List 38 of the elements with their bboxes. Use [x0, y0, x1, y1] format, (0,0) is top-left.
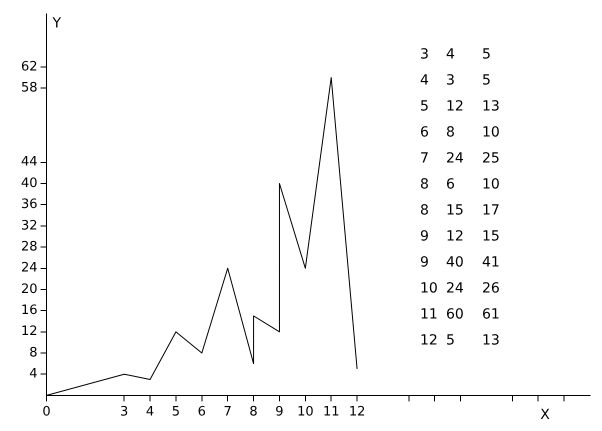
y-tick-label: 12 — [20, 324, 38, 340]
text: 8 15 17 — [420, 202, 500, 219]
x-tick-label: 9 — [275, 404, 284, 420]
y-tick-label: 62 — [20, 59, 38, 74]
y-tick-label: 32 — [20, 218, 38, 234]
text: 10 24 26 — [420, 280, 500, 297]
text: 5 12 13 — [420, 98, 500, 115]
text: 12 5 13 — [420, 332, 500, 349]
x-tick-label: 12 — [348, 404, 366, 420]
x-tick-label: 7 — [224, 404, 232, 420]
y-tick-label: 28 — [20, 239, 38, 254]
y-tick-label: 58 — [20, 80, 38, 96]
text: 6 8 10 — [420, 124, 500, 141]
y-tick-label: 36 — [20, 197, 38, 212]
x-tick-label: 4 — [146, 404, 154, 420]
x-tick-label: 6 — [198, 404, 206, 420]
x-tick-label: 11 — [322, 404, 340, 420]
y-tick-label: 4 — [29, 366, 38, 382]
y-axis-title: Y — [52, 16, 62, 32]
text: 9 12 15 — [420, 228, 500, 245]
y-tick-label: 44 — [20, 154, 38, 170]
x-tick-label: 5 — [172, 404, 180, 420]
x-axis-title: X — [540, 407, 550, 424]
y-tick-label: 40 — [20, 176, 38, 191]
text: 3 4 5 — [420, 46, 491, 63]
x-tick-label: 0 — [42, 404, 51, 420]
y-tick-label: 20 — [20, 282, 38, 297]
y-tick-label: 16 — [20, 303, 38, 318]
y-tick-label: 8 — [29, 345, 38, 360]
text: 7 24 25 — [420, 150, 500, 167]
x-tick-label: 10 — [297, 404, 314, 420]
x-tick-label: 3 — [120, 404, 128, 420]
text: 11 60 61 — [420, 306, 500, 323]
text: 9 40 41 — [420, 254, 500, 271]
x-tick-label: 8 — [249, 404, 258, 420]
y-tick-label: 24 — [20, 260, 38, 276]
text: 4 3 5 — [420, 72, 491, 89]
text: 8 6 10 — [420, 176, 500, 193]
